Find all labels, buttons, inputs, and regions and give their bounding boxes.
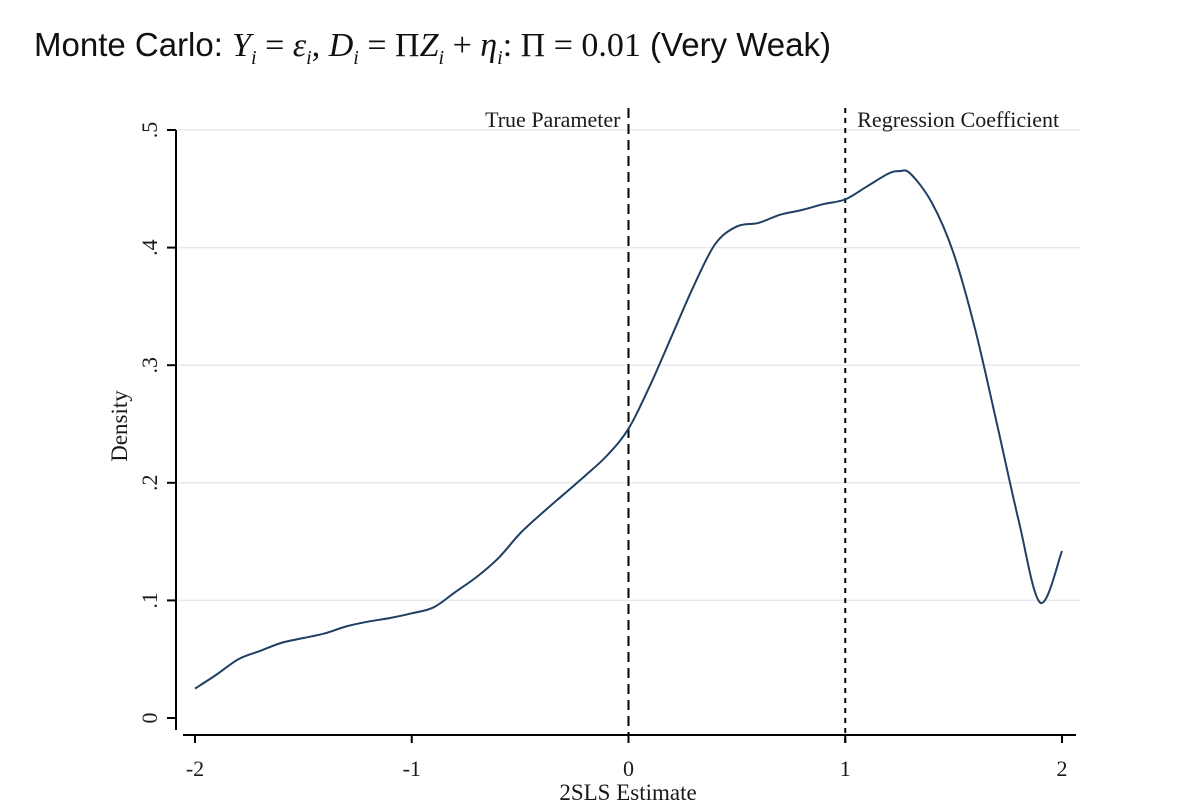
x-axis-label: 2SLS Estimate (559, 780, 696, 801)
y-tick-label: .2 (137, 475, 162, 492)
y-tick-label: .1 (137, 592, 162, 609)
reference-line-label: True Parameter (485, 107, 621, 132)
x-tick-label: 2 (1057, 756, 1068, 781)
y-axis-ticks: 0 .1 .2 .3 .4 .5 (137, 122, 176, 724)
y-tick-label: .3 (137, 357, 162, 374)
title-prefix: Monte Carlo: (34, 26, 233, 63)
title-suffix: (Very Weak) (640, 26, 831, 63)
y-tick-label: .5 (137, 122, 162, 139)
title-equation: Yi = εi, Di = ΠZi + ηi: Π = 0.01 (232, 27, 641, 69)
reference-line-label: Regression Coefficient (857, 107, 1059, 132)
y-tick-label: .4 (137, 239, 162, 256)
page-title: Monte Carlo: Yi = εi, Di = ΠZi + ηi: Π =… (34, 26, 831, 70)
density-curve (194, 169, 1063, 690)
x-tick-label: -2 (186, 756, 204, 781)
y-tick-label: 0 (137, 713, 162, 724)
x-tick-label: -1 (403, 756, 421, 781)
plot-area (176, 102, 1080, 746)
reference-lines: True Parameter Regression Coefficient (485, 107, 1059, 746)
x-tick-label: 0 (623, 756, 634, 781)
y-axis-label: Density (107, 390, 132, 462)
x-tick-label: 1 (840, 756, 851, 781)
x-axis-ticks: -2 -1 0 1 2 (186, 735, 1068, 781)
